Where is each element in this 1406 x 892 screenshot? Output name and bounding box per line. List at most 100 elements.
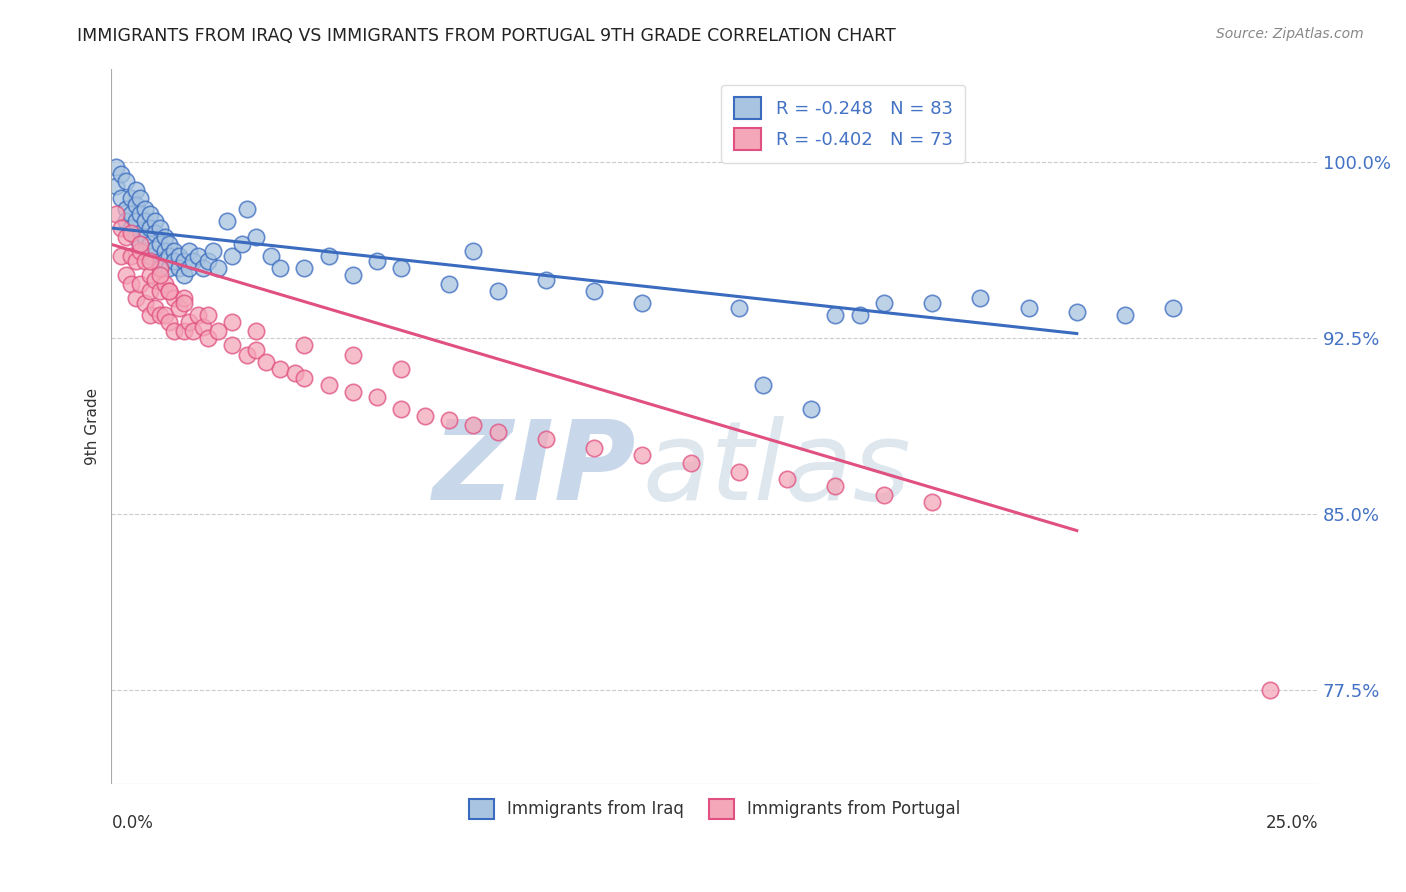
Point [679,456,702,470]
Point [1258,683,1281,698]
Point [153,253,176,268]
Point [124,197,146,211]
Text: 0.0%: 0.0% [111,814,153,832]
Point [129,190,152,204]
Point [129,237,152,252]
Text: 25.0%: 25.0% [1265,814,1319,832]
Point [245,343,267,357]
Point [318,378,340,392]
Point [173,324,195,338]
Legend: Immigrants from Iraq, Immigrants from Portugal: Immigrants from Iraq, Immigrants from Po… [463,792,967,826]
Point [105,160,128,174]
Point [873,296,896,310]
Point [728,465,751,479]
Point [115,202,138,217]
Point [177,260,200,275]
Point [149,268,172,282]
Point [143,214,166,228]
Point [534,432,557,446]
Point [486,285,509,299]
Point [187,308,209,322]
Point [167,301,190,315]
Point [134,296,156,310]
Point [120,249,142,263]
Point [139,308,162,322]
Point [139,268,162,282]
Point [294,371,316,385]
Point [824,308,846,322]
Point [342,268,364,282]
Point [221,338,243,352]
Point [752,378,775,392]
Point [149,260,172,275]
Point [153,308,176,322]
Text: Source: ZipAtlas.com: Source: ZipAtlas.com [1216,27,1364,41]
Point [134,202,156,217]
Point [129,244,152,259]
Point [245,230,267,244]
Point [105,207,128,221]
Point [260,249,283,263]
Point [167,260,190,275]
Text: ZIP: ZIP [433,416,637,523]
Point [134,253,156,268]
Point [921,296,943,310]
Point [124,253,146,268]
Point [776,472,799,486]
Point [153,277,176,292]
Point [187,249,209,263]
Point [149,285,172,299]
Point [177,315,200,329]
Point [110,190,132,204]
Point [129,226,152,240]
Point [728,301,751,315]
Point [124,230,146,244]
Point [167,249,190,263]
Point [1018,301,1040,315]
Point [183,253,205,268]
Point [173,296,195,310]
Point [342,348,364,362]
Point [115,214,138,228]
Point [463,417,485,432]
Point [173,291,195,305]
Text: IMMIGRANTS FROM IRAQ VS IMMIGRANTS FROM PORTUGAL 9TH GRADE CORRELATION CHART: IMMIGRANTS FROM IRAQ VS IMMIGRANTS FROM … [77,27,896,45]
Point [139,285,162,299]
Point [139,253,162,268]
Point [105,178,128,193]
Point [120,277,142,292]
Point [177,244,200,259]
Point [110,167,132,181]
Point [120,221,142,235]
Point [366,390,388,404]
Point [163,244,186,259]
Point [143,301,166,315]
Point [1066,305,1088,319]
Point [389,401,412,416]
Point [157,260,180,275]
Point [129,207,152,221]
Point [583,285,606,299]
Point [1163,301,1185,315]
Point [969,291,991,305]
Point [235,348,257,362]
Point [197,331,219,345]
Point [157,249,180,263]
Point [157,285,180,299]
Point [157,285,180,299]
Point [115,174,138,188]
Point [129,237,152,252]
Point [134,230,156,244]
Point [631,296,654,310]
Point [207,324,229,338]
Point [221,315,243,329]
Point [463,244,485,259]
Point [1114,308,1136,322]
Point [149,221,172,235]
Point [254,354,277,368]
Point [207,260,229,275]
Point [120,190,142,204]
Point [921,495,943,509]
Point [486,425,509,439]
Point [149,253,172,268]
